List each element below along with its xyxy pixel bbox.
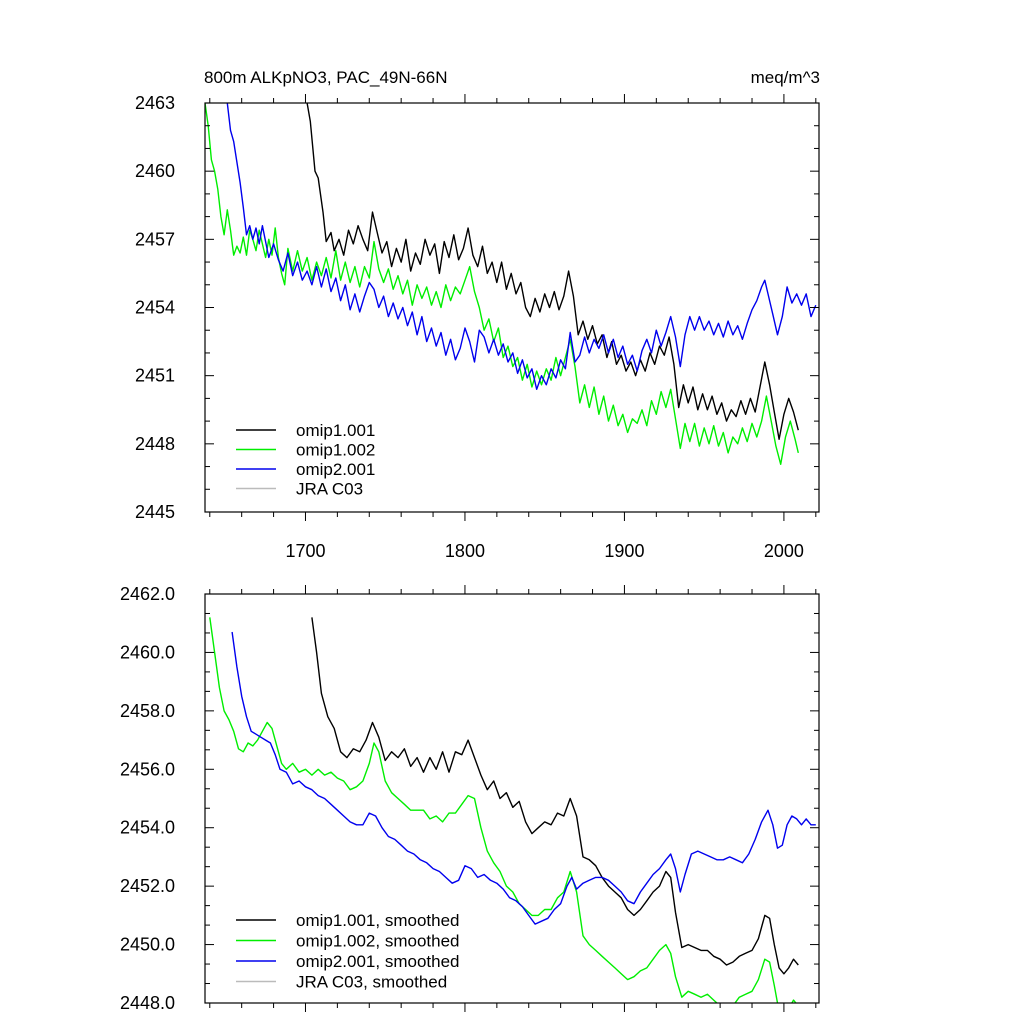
bottom-series-line-0 [311,617,799,975]
bottom-panel: 2448.0 2450.0 2452.0 2454.0 2456.0 2458.0 2460… [120,584,820,1013]
top-legend-label: JRA C03 [296,480,363,499]
top-ytick-label: 2460 [135,161,175,181]
bottom-ytick-label: 2452.0 [120,876,175,896]
top-legend-label: omip2.001 [296,460,375,479]
top-ytick-label: 2463 [135,93,175,113]
top-panel-title: 800m ALKpNO3, PAC_49N-66N [204,68,447,87]
bottom-legend-label: omip1.001, smoothed [296,911,460,930]
bottom-ytick-label: 2460.0 [120,642,175,662]
top-panel: 800m ALKpNO3, PAC_49N-66N meq/m^3 2445 24… [135,68,820,561]
bottom-legend-label: JRA C03, smoothed [296,973,447,992]
top-xtick-label: 1800 [445,541,485,561]
bottom-ytick-label: 2456.0 [120,759,175,779]
top-xtick-label: 1900 [604,541,644,561]
bottom-ytick-label: 2448.0 [120,993,175,1013]
top-ytick-label: 2445 [135,502,175,522]
bottom-series-line-1 [209,617,797,1003]
bottom-legend-label: omip1.002, smoothed [296,932,460,951]
bottom-ytick-label: 2450.0 [120,935,175,955]
top-legend-label: omip1.002 [296,441,375,460]
bottom-legend-label: omip2.001, smoothed [296,952,460,971]
top-xtick-label: 1700 [285,541,325,561]
top-series-line-1 [205,103,799,465]
bottom-ytick-label: 2454.0 [120,818,175,838]
top-xtick-label: 2000 [764,541,804,561]
top-ytick-label: 2454 [135,298,175,318]
top-ytick-label: 2457 [135,229,175,249]
top-series-line-2 [226,103,817,390]
top-ytick-label: 2448 [135,434,175,454]
bottom-plot-frame [204,593,820,1004]
top-series-line-0 [306,103,799,440]
top-panel-units: meq/m^3 [751,68,820,87]
bottom-ytick-label: 2458.0 [120,701,175,721]
bottom-ytick-label: 2462.0 [120,584,175,604]
bottom-series-line-2 [231,631,816,925]
top-ytick-label: 2451 [135,366,175,386]
top-legend-label: omip1.001 [296,421,375,440]
